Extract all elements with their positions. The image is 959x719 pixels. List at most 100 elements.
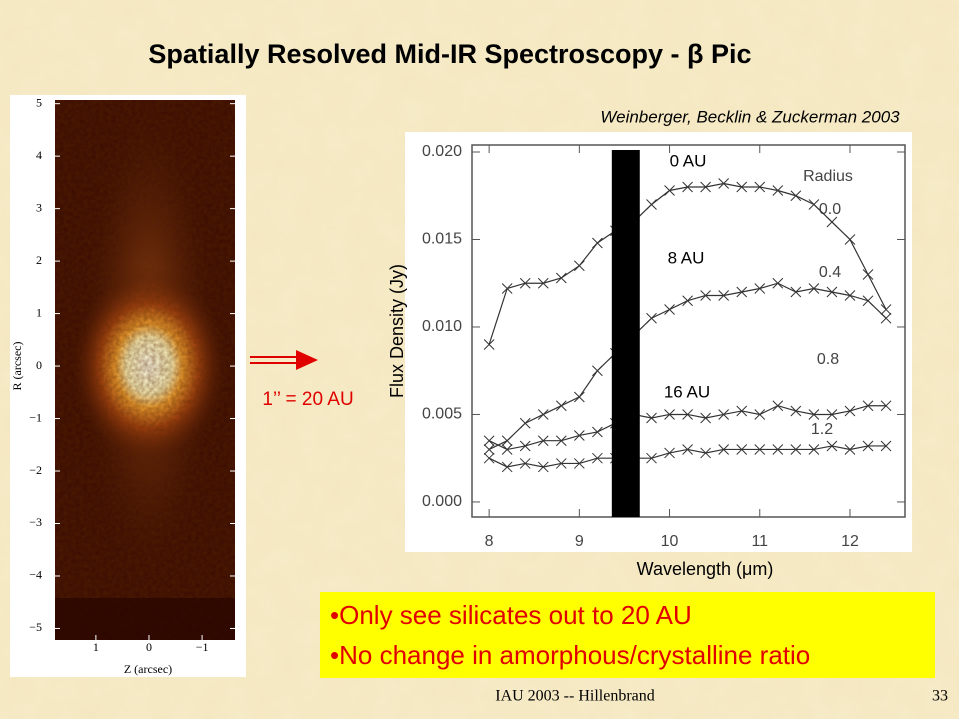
arrow: [250, 350, 318, 370]
data-point: [573, 430, 585, 441]
y-tick-label: 0.015: [422, 231, 462, 248]
annotation: 0 AU: [670, 151, 707, 170]
data-point: [700, 290, 711, 301]
data-point: [880, 440, 892, 452]
data-point: [592, 365, 603, 377]
y-tick-label: 0.005: [422, 406, 462, 423]
x-tick-label: −1: [196, 640, 209, 654]
data-point: [664, 304, 675, 315]
data-point: [790, 444, 802, 455]
data-point: [844, 290, 856, 301]
x-tick-label: 0: [146, 640, 152, 654]
annotation: 8 AU: [668, 248, 705, 267]
data-point: [646, 312, 657, 324]
bullet: •Only see silicates out to 20 AU: [330, 600, 692, 630]
data-point: [555, 458, 567, 469]
data-point: [519, 458, 531, 469]
data-point: [808, 283, 820, 294]
data-point: [718, 444, 730, 455]
legend-label: 0.4: [819, 264, 841, 281]
data-point: [555, 435, 567, 447]
data-point: [772, 277, 784, 289]
highlight-box: [320, 592, 935, 678]
data-point: [790, 190, 802, 202]
data-point: [754, 444, 766, 455]
data-point: [718, 290, 730, 301]
x-axis-label: Z (arcsec): [124, 662, 172, 676]
data-point: [537, 277, 549, 289]
data-point: [826, 216, 838, 228]
data-point: [537, 435, 549, 447]
data-point: [790, 286, 802, 298]
data-point: [772, 400, 784, 412]
y-tick-label: 5: [36, 95, 42, 109]
data-point: [826, 409, 838, 420]
data-point: [646, 452, 657, 464]
x-tick-label: 9: [575, 533, 584, 550]
data-point: [772, 185, 784, 196]
data-point: [754, 409, 766, 420]
data-point: [700, 412, 711, 424]
data-point: [519, 277, 531, 289]
data-point: [501, 283, 513, 294]
x-tick-label: 1: [93, 640, 99, 654]
y-tick-label: 0: [36, 358, 42, 372]
data-point: [862, 440, 874, 452]
y-tick-label: 3: [36, 200, 42, 214]
x-tick-label: 12: [841, 533, 859, 550]
x-axis-label: Wavelength (μm): [637, 559, 774, 579]
data-point: [646, 412, 657, 424]
data-point: [682, 409, 693, 420]
data-point: [682, 444, 693, 455]
slide-title: Spatially Resolved Mid-IR Spectroscopy -…: [148, 39, 751, 69]
data-point: [736, 286, 748, 298]
data-point: [772, 444, 784, 455]
data-point: [826, 286, 838, 298]
legend-label: 1.2: [811, 421, 833, 438]
data-point: [501, 435, 513, 447]
y-tick-label: −2: [29, 463, 42, 477]
data-point: [718, 409, 730, 420]
data-point: [664, 409, 675, 420]
data-point: [483, 339, 495, 350]
data-point: [664, 447, 675, 459]
y-tick-label: −4: [29, 568, 42, 582]
heatmap: [55, 100, 235, 640]
data-point: [862, 400, 874, 412]
data-point: [573, 458, 585, 469]
y-tick-label: 0.010: [422, 318, 462, 335]
page-number: 33: [932, 688, 948, 705]
data-point: [808, 444, 820, 455]
data-point: [682, 295, 693, 307]
data-point: [483, 452, 495, 464]
data-point: [736, 444, 748, 455]
masked-band: [611, 150, 640, 517]
data-point: [862, 295, 874, 307]
data-point: [592, 426, 603, 438]
data-point: [808, 199, 820, 210]
data-point: [880, 400, 892, 412]
x-tick-label: 10: [661, 533, 679, 550]
data-point: [736, 405, 748, 417]
legend-title: Radius: [803, 168, 853, 185]
credit: Weinberger, Becklin & Zuckerman 2003: [600, 107, 900, 126]
data-point: [862, 269, 874, 280]
data-point: [754, 283, 766, 294]
data-point: [519, 440, 531, 452]
data-point: [736, 181, 748, 193]
data-point: [537, 409, 549, 420]
y-axis-label: Flux Density (Jy): [387, 264, 407, 398]
data-point: [700, 181, 711, 193]
annotation: 16 AU: [664, 382, 710, 401]
data-point: [700, 447, 711, 459]
legend-label: 0.0: [819, 201, 841, 218]
y-tick-label: −1: [29, 410, 42, 424]
data-point: [790, 405, 802, 417]
data-point: [826, 440, 838, 452]
y-tick-label: 1: [36, 305, 42, 319]
legend-label: 0.8: [817, 351, 839, 368]
data-point: [646, 199, 657, 210]
data-point: [664, 185, 675, 196]
